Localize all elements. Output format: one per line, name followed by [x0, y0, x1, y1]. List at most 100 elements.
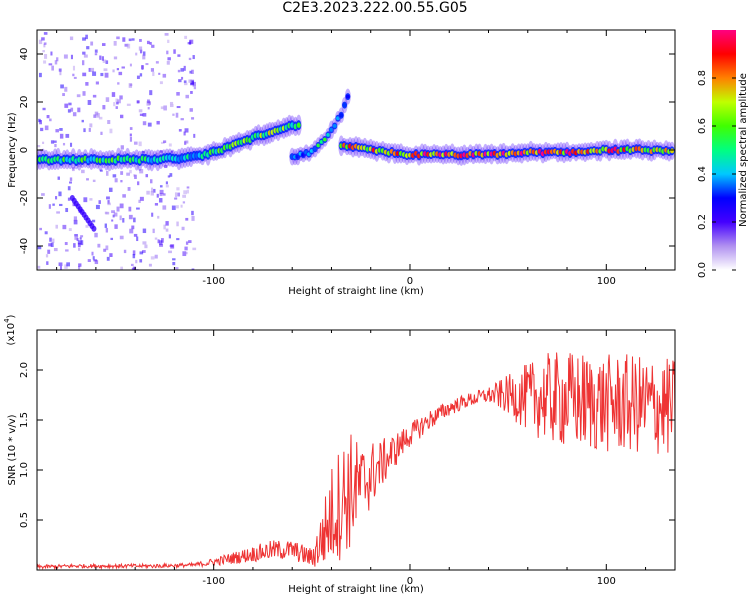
noise-speckle	[80, 235, 84, 238]
noise-speckle	[164, 33, 169, 36]
noise-speckle	[191, 210, 194, 216]
noise-speckle	[150, 179, 153, 184]
noise-speckle	[120, 179, 123, 183]
noise-speckle	[138, 199, 141, 203]
noise-speckle	[162, 73, 167, 78]
noise-speckle	[62, 224, 67, 230]
noise-speckle	[186, 186, 190, 189]
branch-trace-core	[336, 116, 341, 121]
noise-speckle	[68, 102, 72, 106]
noise-speckle	[148, 263, 152, 267]
noise-speckle	[129, 228, 134, 234]
noise-speckle	[168, 143, 172, 147]
noise-speckle	[67, 186, 71, 191]
spectrogram-y-tick-label: -20	[19, 190, 30, 206]
noise-speckle	[127, 187, 131, 191]
noise-speckle	[170, 150, 174, 153]
branch-trace-core	[339, 113, 344, 118]
noise-speckle	[164, 165, 168, 169]
noise-speckle	[149, 41, 152, 45]
noise-speckle	[142, 51, 146, 56]
noise-speckle	[167, 175, 171, 178]
noise-speckle	[134, 174, 137, 180]
noise-speckle	[180, 118, 184, 121]
noise-speckle	[107, 202, 111, 206]
spectrogram-x-tick-label: -100	[202, 276, 225, 287]
noise-speckle	[54, 143, 57, 148]
noise-speckle	[166, 61, 170, 65]
noise-speckle	[74, 235, 79, 240]
branch-trace-core	[332, 124, 337, 128]
noise-speckle	[85, 34, 88, 40]
noise-speckle	[117, 99, 121, 104]
noise-speckle	[83, 54, 88, 58]
noise-speckle	[138, 109, 143, 113]
snr-y-tick-label: 1.0	[19, 462, 30, 478]
noise-speckle	[79, 237, 82, 240]
noise-speckle	[159, 243, 164, 247]
noise-speckle	[105, 60, 109, 64]
noise-speckle	[58, 68, 62, 72]
noise-speckle	[59, 133, 64, 139]
noise-speckle	[69, 181, 72, 184]
noise-speckle	[159, 150, 163, 153]
spectrogram-y-tick-label: 40	[19, 48, 30, 61]
noise-speckle	[182, 251, 187, 257]
noise-speckle	[146, 101, 151, 106]
noise-speckle	[170, 244, 175, 249]
noise-speckle	[133, 233, 138, 237]
noise-speckle	[173, 49, 176, 54]
noise-speckle	[80, 240, 84, 246]
noise-speckle	[142, 54, 146, 60]
noise-speckle	[48, 63, 53, 66]
noise-speckle	[43, 60, 47, 64]
noise-speckle	[48, 243, 52, 247]
noise-speckle	[155, 61, 159, 64]
noise-speckle	[116, 36, 120, 40]
noise-speckle	[139, 259, 143, 263]
noise-speckle	[59, 128, 63, 131]
snr-y-axis-label: SNR (10 * v/v)	[7, 414, 18, 485]
noise-speckle	[69, 142, 73, 147]
noise-speckle	[180, 68, 184, 72]
noise-speckle	[64, 86, 68, 92]
noise-speckle	[49, 118, 52, 122]
noise-speckle	[113, 212, 118, 217]
noise-speckle	[40, 127, 44, 132]
noise-speckle	[136, 75, 140, 79]
noise-speckle	[158, 198, 163, 203]
noise-speckle	[53, 247, 58, 252]
noise-speckle	[89, 198, 93, 201]
noise-speckle	[174, 197, 178, 200]
noise-speckle	[165, 184, 169, 188]
noise-speckle	[82, 51, 86, 55]
noise-speckle	[92, 256, 95, 260]
noise-speckle	[103, 248, 107, 252]
noise-speckle	[152, 228, 155, 234]
noise-speckle	[101, 56, 104, 61]
noise-speckle	[146, 190, 150, 195]
noise-speckle	[89, 123, 93, 128]
noise-speckle	[115, 106, 118, 109]
noise-speckle	[139, 113, 144, 116]
noise-speckle	[185, 251, 188, 255]
noise-speckle	[154, 203, 159, 206]
noise-speckle	[70, 107, 74, 112]
noise-speckle	[147, 107, 150, 110]
noise-speckle	[85, 82, 89, 86]
noise-speckle	[130, 263, 134, 267]
noise-speckle	[186, 189, 190, 194]
noise-speckle	[112, 174, 117, 178]
colorbar-gradient	[712, 30, 736, 270]
branch-trace-core	[329, 127, 334, 132]
noise-speckle	[42, 50, 45, 53]
colorbar-label: Normalized spectral amplitude	[738, 73, 749, 227]
noise-speckle	[142, 121, 147, 126]
noise-speckle	[86, 178, 89, 181]
noise-speckle	[107, 120, 111, 125]
noise-speckle	[176, 106, 181, 109]
noise-speckle	[192, 81, 196, 87]
noise-speckle	[139, 38, 142, 42]
noise-speckle	[70, 54, 73, 60]
noise-speckle	[128, 214, 133, 220]
